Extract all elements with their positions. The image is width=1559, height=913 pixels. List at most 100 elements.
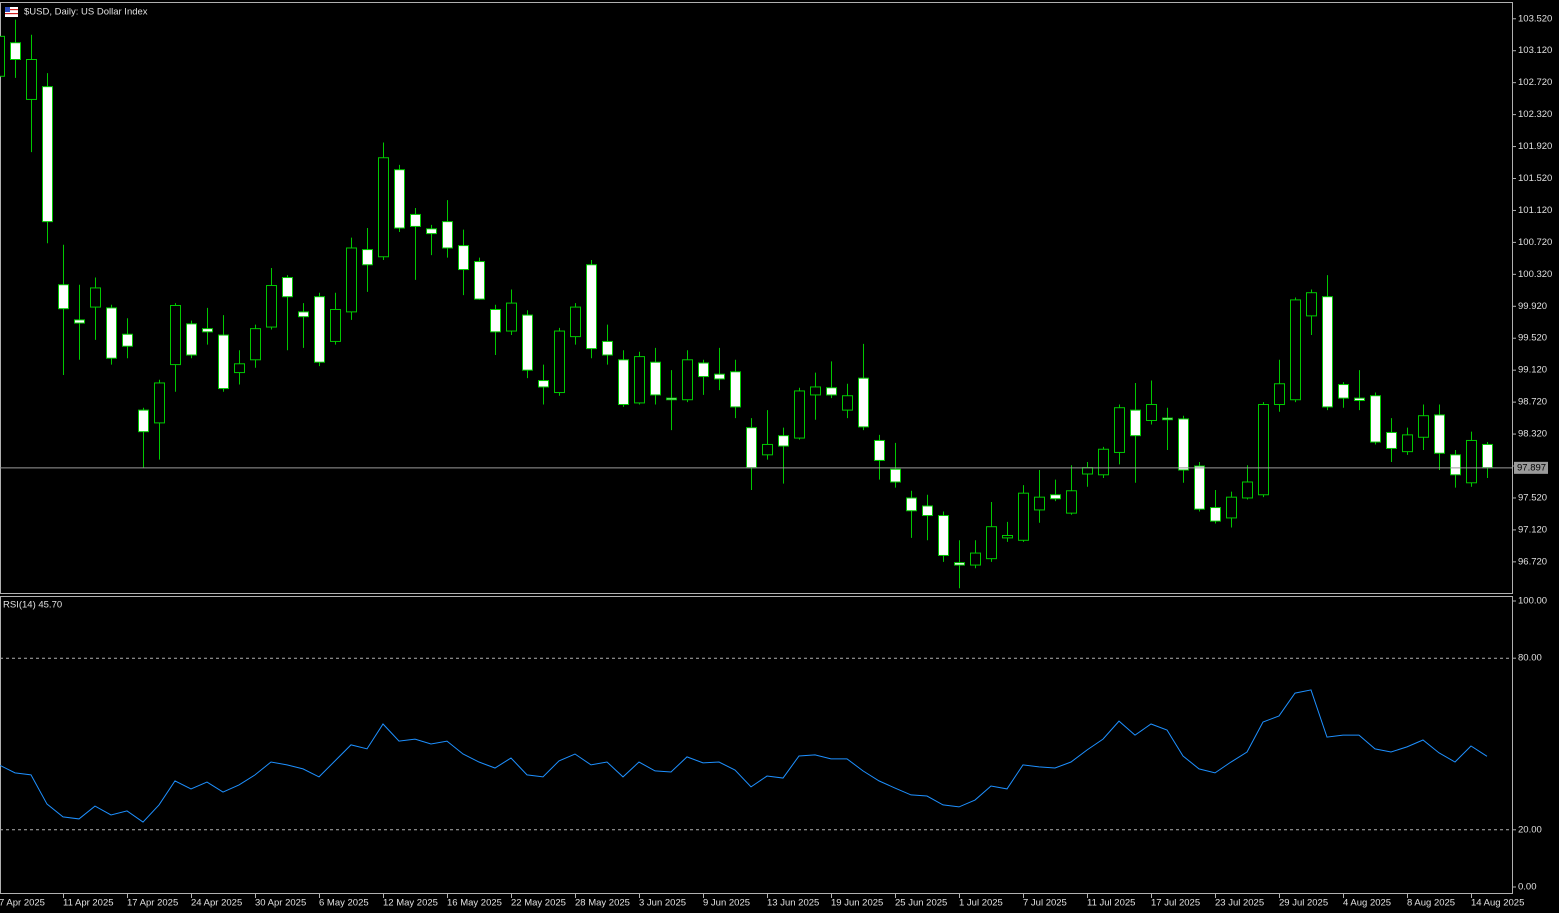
candle-body (1338, 384, 1349, 399)
candle-body (298, 311, 309, 318)
y-tick-label: 80.00 (1518, 653, 1542, 664)
x-tick-label: 7 Jul 2025 (1023, 898, 1067, 909)
x-tick-label: 22 May 2025 (511, 898, 566, 909)
y-tick-label: 102.320 (1518, 109, 1552, 120)
candle-body (1450, 454, 1461, 476)
candle-body (666, 397, 677, 401)
y-tick-label: 97.120 (1518, 524, 1547, 535)
y-tick-label: 103.520 (1518, 13, 1552, 24)
candle-body (330, 308, 341, 342)
x-tick-label: 17 Apr 2025 (127, 898, 178, 909)
candle-body (282, 277, 293, 298)
candle-body (10, 42, 21, 61)
candle-body (794, 390, 805, 439)
candle-body (970, 552, 981, 566)
x-tick-label: 11 Jul 2025 (1087, 898, 1135, 909)
y-tick-label: 99.920 (1518, 301, 1547, 312)
candle-body (42, 86, 53, 223)
x-tick-label: 17 Jul 2025 (1151, 898, 1200, 909)
candle-body (938, 515, 949, 556)
flag-icon (5, 7, 18, 17)
rsi-title: RSI(14) 45.70 (3, 600, 62, 611)
candle-body (266, 285, 277, 328)
candle-body (1178, 418, 1189, 471)
x-tick-label: 12 May 2025 (383, 898, 438, 909)
candle-body (714, 373, 725, 380)
x-tick-label: 25 Jun 2025 (895, 898, 947, 909)
candle-body (1082, 467, 1093, 475)
y-tick-label: 99.520 (1518, 333, 1547, 344)
candle-body (426, 228, 437, 235)
candle-body (362, 249, 373, 266)
candle-body (842, 395, 853, 411)
x-tick-label: 1 Jul 2025 (959, 898, 1003, 909)
candle-body (874, 439, 885, 461)
candle-body (1210, 507, 1221, 522)
chart-title: $USD, Daily: US Dollar Index (24, 7, 148, 18)
last-price-box (1514, 461, 1548, 474)
candle-body (202, 328, 213, 333)
candle-body (1306, 292, 1317, 317)
candle-body (746, 427, 757, 469)
y-tick-label: 96.720 (1518, 556, 1547, 567)
candle-body (1114, 407, 1125, 453)
x-tick-label: 29 Jul 2025 (1279, 898, 1328, 909)
y-tick-label: 98.320 (1518, 429, 1547, 440)
candle-body (1162, 417, 1173, 421)
candle-body (58, 284, 69, 310)
flag-stripe (5, 13, 18, 15)
flag (5, 7, 18, 17)
y-tick-label: 100.00 (1518, 596, 1547, 607)
candle-body (1386, 431, 1397, 449)
x-tick-label: 6 May 2025 (319, 898, 369, 909)
candle-body (1002, 534, 1013, 539)
x-tick-label: 14 Aug 2025 (1471, 898, 1524, 909)
candle-body (74, 319, 85, 324)
candle-body (490, 308, 501, 333)
candle-body (1018, 492, 1029, 541)
candle-body (954, 562, 965, 566)
candle-body (234, 363, 245, 374)
candle-body (1146, 404, 1157, 421)
candle-body (26, 59, 37, 100)
candle-body (474, 261, 485, 300)
y-tick-label: 100.320 (1518, 269, 1552, 280)
candle-body (554, 330, 565, 394)
candle-body (90, 287, 101, 308)
main-pane-border (0, 2, 1513, 594)
candle-body (650, 361, 661, 396)
flag-canton (5, 7, 10, 12)
x-tick-label: 13 Jun 2025 (767, 898, 819, 909)
candle-body (986, 526, 997, 560)
candle-body (1226, 496, 1237, 519)
y-tick-label: 101.520 (1518, 173, 1552, 184)
x-tick-label: 16 May 2025 (447, 898, 502, 909)
candle-body (586, 264, 597, 350)
x-tick-label: 23 Jul 2025 (1215, 898, 1264, 909)
x-tick-label: 9 Jun 2025 (703, 898, 750, 909)
candle-body (410, 213, 421, 227)
candle-body (906, 497, 917, 512)
candle-body (154, 382, 165, 424)
candle-body (1434, 414, 1445, 454)
candle-body (1242, 481, 1253, 499)
candle-body (0, 35, 5, 77)
x-tick-label: 19 Jun 2025 (831, 898, 883, 909)
y-tick-label: 0.00 (1518, 882, 1537, 893)
flag-stripe (10, 9, 18, 11)
candle-body (106, 307, 117, 359)
candle-body (314, 296, 325, 363)
candle-body (1418, 415, 1429, 438)
candle-body (762, 443, 773, 456)
x-tick-label: 7 Apr 2025 (0, 898, 45, 909)
candle-body (394, 169, 405, 229)
x-tick-label: 30 Apr 2025 (255, 898, 306, 909)
x-tick-label: 24 Apr 2025 (191, 898, 242, 909)
candle-body (1050, 494, 1061, 500)
candle-body (522, 314, 533, 371)
candle-body (170, 304, 181, 366)
candle-body (1274, 383, 1285, 406)
candle-body (1098, 448, 1109, 476)
